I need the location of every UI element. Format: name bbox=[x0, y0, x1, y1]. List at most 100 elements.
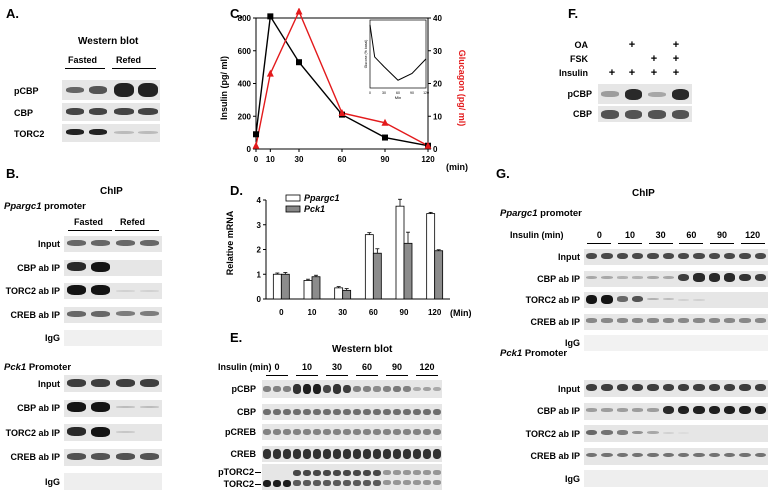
insulin-axis-label: Insulin (pg/ ml) bbox=[219, 56, 229, 120]
g-ppargc1-promoter-title: Ppargc1 promoter bbox=[500, 208, 582, 219]
row-label: Input bbox=[38, 239, 60, 249]
blot-row bbox=[64, 448, 162, 466]
blot-row bbox=[584, 402, 768, 420]
inset-tick-label: 30 bbox=[382, 91, 386, 95]
e-row-label: TORC2 bbox=[223, 479, 254, 489]
d-bar bbox=[342, 289, 352, 300]
row-label-cbp: CBP bbox=[14, 108, 34, 118]
blot-row bbox=[584, 447, 768, 465]
e-row-label: pCREB bbox=[225, 427, 256, 437]
f-treatment-label: FSK bbox=[570, 54, 588, 64]
c-right-tick-label: 30 bbox=[433, 47, 442, 56]
f-blot-row bbox=[598, 106, 692, 122]
glucagon-point bbox=[338, 108, 346, 116]
e-row-label: pTORC2 bbox=[218, 467, 254, 477]
c-x-tick-label: 30 bbox=[295, 155, 304, 164]
blot-cbp bbox=[62, 103, 160, 121]
c-x-tick-label: 120 bbox=[421, 155, 435, 164]
blot-row bbox=[584, 249, 768, 265]
c-left-tick-label: 200 bbox=[238, 112, 252, 121]
row-label: IgG bbox=[45, 476, 60, 487]
panel-b-title: ChIP bbox=[100, 186, 123, 197]
e-timepoint-label: 120 bbox=[419, 362, 435, 372]
g-timepoint-label: 90 bbox=[716, 230, 727, 240]
d-bar bbox=[403, 242, 413, 300]
row-label: TORC2 ab IP bbox=[525, 428, 580, 439]
row-label: TORC2 ab IP bbox=[5, 286, 60, 296]
d-y-tick-label: 2 bbox=[257, 246, 262, 255]
g-timepoint-label: 30 bbox=[655, 230, 666, 240]
e-insulin-label: Insulin (min) bbox=[218, 362, 272, 372]
c-x-tick-label: 10 bbox=[266, 155, 275, 164]
glucagon-axis-label: Glucagon (pg/ ml) bbox=[457, 50, 467, 127]
e-row-label: pCBP bbox=[231, 384, 257, 394]
row-label: Input bbox=[558, 383, 580, 394]
ppargc1-promoter-title: Ppargc1 promoter bbox=[4, 201, 86, 212]
glucagon-point bbox=[381, 118, 389, 126]
legend-pck1: Pck1 bbox=[304, 204, 325, 214]
f-sign: + bbox=[608, 67, 616, 79]
e-timepoint-label: 90 bbox=[391, 362, 402, 372]
d-y-tick-label: 3 bbox=[257, 221, 262, 230]
e-row-label: CBP bbox=[236, 407, 256, 417]
c-right-tick-label: 10 bbox=[433, 112, 442, 121]
e-blot-row bbox=[262, 424, 442, 440]
d-bar bbox=[372, 252, 382, 300]
blot-pcbp bbox=[62, 80, 160, 100]
f-sign: + bbox=[650, 53, 658, 65]
d-bar bbox=[426, 213, 436, 300]
blot-row bbox=[64, 399, 162, 417]
blot-row bbox=[584, 380, 768, 397]
c-left-tick-label: 800 bbox=[238, 14, 252, 23]
d-x-tick-label: 120 bbox=[428, 308, 442, 317]
blot-row bbox=[64, 330, 162, 346]
f-row-label: pCBP bbox=[567, 89, 593, 99]
row-label: IgG bbox=[45, 333, 60, 343]
g-insulin-label: Insulin (min) bbox=[510, 230, 564, 240]
inset-tick-label: 120 bbox=[423, 91, 429, 95]
glucagon-point bbox=[252, 141, 260, 149]
c-left-tick-label: 0 bbox=[247, 145, 252, 154]
row-label: CREB ab IP bbox=[10, 452, 60, 462]
d-y-tick-label: 1 bbox=[257, 270, 262, 279]
panel-d-chart: 0 1 2 3 4 0 10 30 60 90 120 Relative mRNA (Min) Pp… bbox=[225, 193, 472, 318]
panel-e-label: E. bbox=[230, 330, 243, 345]
inset-y-label: Glucose (% basal) bbox=[364, 40, 368, 69]
row-label: TORC2 ab IP bbox=[525, 295, 580, 305]
c-right-tick-label: 0 bbox=[433, 145, 438, 154]
insulin-point bbox=[382, 134, 388, 141]
e-timepoint-label: 60 bbox=[361, 362, 372, 372]
group-label-refed: Refed bbox=[116, 55, 142, 65]
f-sign: + bbox=[672, 39, 680, 51]
d-bar bbox=[364, 234, 374, 300]
d-y-label: Relative mRNA bbox=[225, 210, 235, 275]
glucose-inset-line bbox=[369, 24, 427, 81]
c-right-tick-label: 20 bbox=[433, 80, 442, 89]
d-bar bbox=[395, 205, 405, 300]
g-timepoint-label: 10 bbox=[624, 230, 635, 240]
c-left-tick-label: 600 bbox=[238, 47, 252, 56]
d-y-tick-label: 4 bbox=[257, 196, 262, 205]
glucagon-point bbox=[424, 141, 432, 149]
row-label-pcbp: pCBP bbox=[14, 86, 39, 96]
d-bar bbox=[311, 276, 321, 300]
f-sign: + bbox=[672, 67, 680, 79]
b-group-refed: Refed bbox=[120, 217, 146, 227]
d-bar bbox=[280, 273, 290, 300]
blot-row bbox=[64, 259, 162, 276]
group-label-fasted: Fasted bbox=[68, 55, 98, 65]
f-treatment-label: Insulin bbox=[559, 68, 588, 78]
inset-tick-label: 0 bbox=[369, 91, 371, 95]
pck1-promoter-title: Pck1 Promoter bbox=[4, 362, 72, 373]
panel-g-label: G. bbox=[496, 166, 510, 181]
row-label: CBP ab IP bbox=[17, 403, 60, 413]
c-inset-frame bbox=[369, 19, 427, 89]
row-label: Input bbox=[558, 252, 580, 262]
b-group-fasted: Fasted bbox=[74, 217, 104, 227]
blot-row bbox=[584, 270, 768, 287]
f-blot-row bbox=[598, 84, 692, 104]
blot-row bbox=[64, 283, 162, 299]
blot-row bbox=[64, 424, 162, 441]
g-pck1-promoter-title: Pck1 Promoter bbox=[500, 348, 568, 359]
